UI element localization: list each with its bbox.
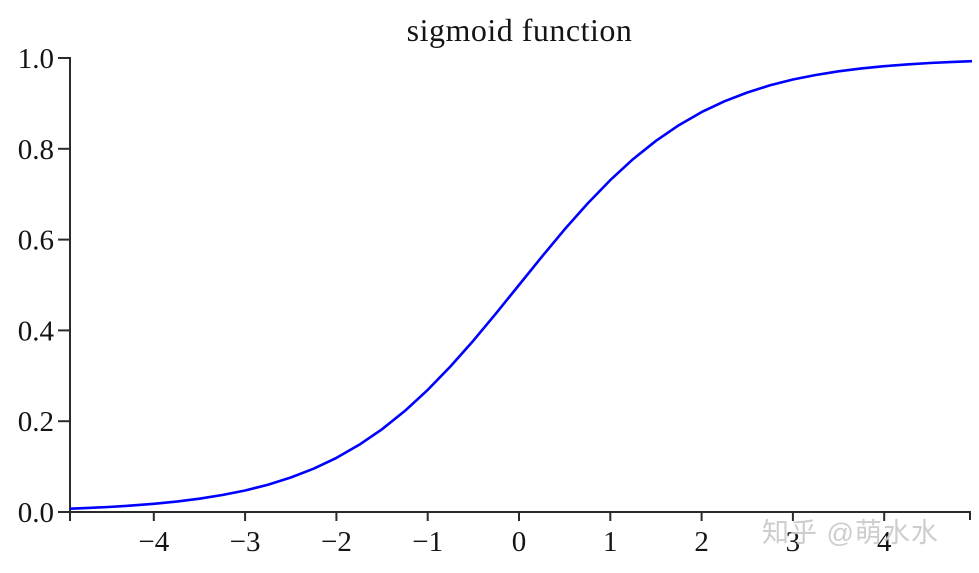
x-tick-label: −4 <box>138 526 169 558</box>
y-tick-label: 0.8 <box>18 134 54 166</box>
x-axis-line <box>58 511 971 520</box>
x-tick-label: 3 <box>786 526 801 558</box>
y-tick-label: 0.6 <box>18 225 54 257</box>
x-tick-label: −3 <box>230 526 261 558</box>
y-tick-label: 1.0 <box>18 43 54 75</box>
y-tick-label: 0.4 <box>18 315 55 347</box>
x-tick-label: 2 <box>694 526 709 558</box>
x-tick-label: −2 <box>321 526 352 558</box>
x-tick-label: −1 <box>412 526 443 558</box>
x-tick-label: 1 <box>603 526 618 558</box>
chart-title: sigmoid function <box>406 12 633 48</box>
y-tick-label: 0.2 <box>18 406 54 438</box>
x-tick-label: 4 <box>877 526 892 558</box>
y-tick-label: 0.0 <box>18 497 54 529</box>
watermark: 知乎 @萌水水 <box>762 518 939 548</box>
sigmoid-curve <box>70 59 972 511</box>
x-tick-label: 0 <box>512 526 527 558</box>
